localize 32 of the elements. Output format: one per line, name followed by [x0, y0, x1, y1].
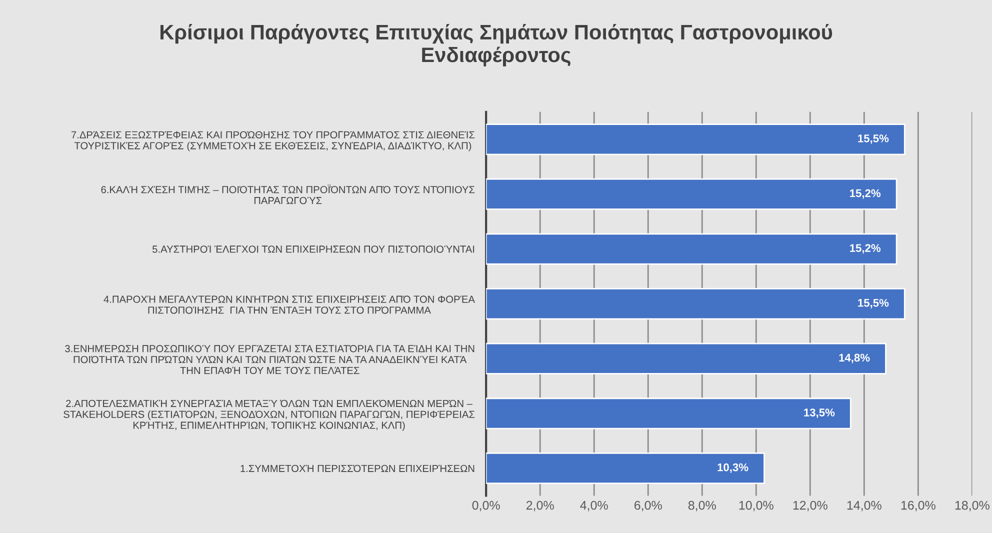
x-tick-label: 4,0%: [580, 500, 608, 512]
data-label: 15,5%: [858, 298, 889, 308]
x-tick-label: 6,0%: [634, 500, 662, 512]
data-label: 14,8%: [839, 354, 870, 364]
y-tick-label: 3.ΕΝΗΜΈΡΩΣΗ ΠΡΟΣΩΠΙΚΟΎ ΠΟΥ ΕΡΓΆΖΕΤΑΙ ΣΤΑ ΕΣΤΙΑΤΌΡΙΑ ΓΙΑ ΤΑ ΕΊΔΗ ΚΑΙ ΤΗΝ ΠΟΙΌΤΗΤΑ ΤΩΝ ΠΡΏΤΩΝ ΥΛΏΝ ΚΑΙ ΤΩΝ ΠΙΆΤΩΝ ΏΣΤΕ ΝΑ ΤΑ ΑΝΑΔΕΙΚΝΎΕΙ ΚΑΤΆ ΤΗΝ ΕΠΑΦΉ ΤΟΥ ΜΕ ΤΟΥΣ ΠΕΛΆΤΕΣ: [65, 345, 474, 374]
chart-title: Κρίσιμοι Παράγοντες Επιτυχίας Σημάτων Ποιότητας Γαστρονομικού Ενδιαφέροντος: [160, 24, 832, 66]
y-tick-label: 2.ΑΠΟΤΕΛΕΣΜΑΤΙΚΉ ΣΥΝΕΡΓΑΣΊΑ ΜΕΤΑΞΎ ΌΛΩΝ ΤΩΝ ΕΜΠΛΕΚΌΜΕΝΩΝ ΜΕΡΏΝ – STAKEHOLDERS (ΕΣΤΙΑΤΌΡΩΝ, ΞΕΝΟΔΌΧΩΝ, ΝΤΌΠΙΩΝ ΠΑΡΑΓΩΓΏΝ, ΠΕΡΙΦΈΡΕΙΑΣ ΚΡΉΤΗΣ, ΕΠΙΜΕΛΗΤΗΡΊΩΝ, ΤΟΠΙΚΉΣ ΚΟΙΝΩΝΊΑΣ, ΚΛΠ): [64, 400, 475, 431]
x-tick-label: 16,0%: [901, 500, 936, 512]
bar: [486, 233, 898, 265]
x-tick-label: 0,0%: [472, 500, 500, 512]
x-tick-label: 8,0%: [688, 500, 716, 512]
bar: [486, 288, 906, 320]
x-tick-label: 14,0%: [847, 500, 882, 512]
y-tick-label: 1.ΣΥΜΜΕΤΟΧΉ ΠΕΡΙΣΣΌΤΕΡΩΝ ΕΠΙΧΕΙΡΉΣΕΩΝ: [240, 464, 474, 472]
x-tick-label: 10,0%: [739, 500, 774, 512]
x-tick-label: 18,0%: [955, 500, 990, 512]
bar: [486, 124, 906, 156]
data-label: 10,3%: [718, 463, 748, 473]
data-label: 13,5%: [804, 408, 835, 418]
data-label: 15,2%: [850, 189, 881, 199]
bar: [486, 178, 898, 210]
y-tick-label: 5.ΑΥΣΤΗΡΟΊ ΈΛΕΓΧΟΙ ΤΩΝ ΕΠΙΧΕΙΡΗΣΕΩΝ ΠΟΥ ΠΙΣΤΟΠΟΙΟΎΝΤΑΙ: [152, 246, 474, 253]
data-label: 15,2%: [850, 244, 881, 254]
x-tick-label: 12,0%: [793, 500, 828, 512]
y-tick-label: 6.ΚΑΛΉ ΣΧΈΣΗ ΤΙΜΉΣ – ΠΟΙΌΤΗΤΑΣ ΤΩΝ ΠΡΟΪΌΝΤΩΝ ΑΠΌ ΤΟΥΣ ΝΤΌΠΙΟΥΣ ΠΑΡΑΓΩΓΟΎΣ: [101, 184, 475, 204]
bar: [486, 342, 886, 374]
bar: [486, 398, 852, 430]
bar: [486, 452, 765, 484]
y-tick-label: 7.ΔΡΆΣΕΙΣ ΕΞΩΣΤΡΈΦΕΙΑΣ ΚΑΙ ΠΡΟΏΘΗΣΗΣ ΤΟΥ ΠΡΟΓΡΆΜΜΑΤΟΣ ΣΤΙΣ ΔΙΕΘΝΕΊΣ ΤΟΥΡΙΣΤΙΚΈΣ ΑΓΟΡΈΣ (ΣΥΜΜΕΤΟΧΉ ΣΕ ΕΚΘΈΣΕΙΣ, ΣΥΝΈΔΡΙΑ, ΔΙΑΔΊΚΤΥΟ, ΚΛΠ): [71, 131, 475, 152]
x-tick-label: 2,0%: [526, 500, 554, 512]
data-label: 15,5%: [858, 134, 889, 144]
y-tick-label: 4.ΠΑΡΟΧΉ ΜΕΓΑΛΥΤΕΡΩΝ ΚΙΝΉΤΡΩΝ ΣΤΙΣ ΕΠΙΧΕΙΡΉΣΕΙΣ ΑΠΌ ΤΟΝ ΦΟΡΈΑ ΠΙΣΤΟΠΟΊΗΣΗΣ ΓΙΑ ΤΗΝ ΈΝΤΑΞΗ ΤΟΥΣ ΣΤΟ ΠΡΌΓΡΑΜΜΑ: [104, 296, 475, 314]
